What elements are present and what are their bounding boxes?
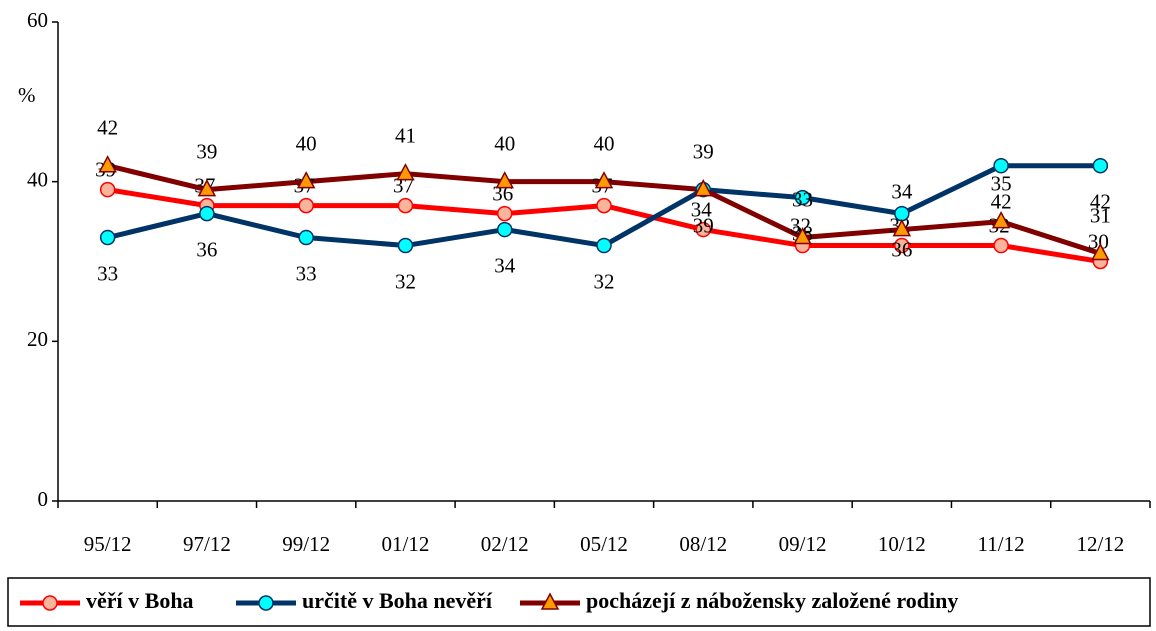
data-label: 36 bbox=[891, 237, 912, 261]
data-label: 33 bbox=[97, 261, 118, 285]
marker bbox=[296, 171, 316, 189]
data-label: 42 bbox=[1090, 190, 1111, 214]
marker bbox=[894, 237, 910, 254]
marker bbox=[258, 595, 274, 611]
x-tick-label: 99/12 bbox=[282, 532, 330, 556]
marker bbox=[1091, 242, 1110, 261]
x-tick-label: 02/12 bbox=[481, 532, 529, 556]
legend-label: věří v Boha bbox=[86, 588, 194, 613]
marker bbox=[298, 229, 314, 246]
legend-label: pocházejí z nábožensky založené rodiny bbox=[586, 588, 958, 613]
marker bbox=[540, 592, 560, 610]
x-tick-label: 08/12 bbox=[679, 532, 727, 556]
marker bbox=[197, 179, 217, 197]
marker bbox=[993, 237, 1009, 254]
data-label: 34 bbox=[891, 179, 913, 203]
marker bbox=[397, 237, 414, 254]
marker bbox=[695, 221, 712, 238]
marker bbox=[596, 197, 612, 214]
x-tick-label: 05/12 bbox=[580, 532, 628, 556]
data-label: 32 bbox=[790, 213, 811, 237]
marker bbox=[199, 205, 215, 222]
marker bbox=[99, 229, 116, 246]
data-label: 32 bbox=[594, 269, 615, 293]
marker bbox=[298, 197, 314, 214]
marker bbox=[596, 237, 612, 254]
data-label: 30 bbox=[1088, 229, 1109, 253]
y-tick-label: 60 bbox=[27, 8, 48, 32]
data-label: 34 bbox=[691, 197, 713, 221]
data-label: 39 bbox=[693, 139, 714, 163]
data-label: 33 bbox=[792, 187, 813, 211]
marker bbox=[793, 226, 812, 245]
data-label: 39 bbox=[693, 213, 714, 237]
marker bbox=[496, 205, 513, 222]
marker bbox=[993, 157, 1009, 174]
x-tick-label: 12/12 bbox=[1076, 532, 1124, 556]
data-label: 35 bbox=[991, 171, 1012, 195]
data-label: 36 bbox=[196, 237, 217, 261]
marker bbox=[396, 163, 415, 181]
data-label: 32 bbox=[395, 269, 416, 293]
x-tick-label: 95/12 bbox=[84, 532, 132, 556]
data-label: 40 bbox=[594, 131, 615, 155]
x-tick-label: 11/12 bbox=[978, 532, 1025, 556]
marker bbox=[98, 155, 117, 173]
marker bbox=[991, 210, 1011, 229]
marker bbox=[495, 171, 514, 189]
legend-label: určitě v Boha nevěří bbox=[302, 588, 493, 613]
data-label: 40 bbox=[494, 131, 515, 155]
marker bbox=[894, 205, 910, 222]
marker bbox=[794, 189, 811, 206]
data-label: 39 bbox=[196, 139, 217, 163]
legend bbox=[7, 577, 1151, 627]
marker bbox=[42, 595, 58, 611]
y-axis-label: % bbox=[18, 83, 36, 107]
data-label: 34 bbox=[494, 253, 516, 277]
data-label: 40 bbox=[296, 131, 317, 155]
marker bbox=[496, 221, 513, 238]
marker bbox=[594, 171, 614, 189]
marker bbox=[892, 218, 912, 237]
data-label: 41 bbox=[395, 123, 416, 147]
x-tick-label: 01/12 bbox=[382, 532, 430, 556]
x-tick-label: 09/12 bbox=[779, 532, 827, 556]
marker bbox=[99, 181, 116, 198]
data-label: 42 bbox=[991, 190, 1012, 214]
marker bbox=[397, 197, 414, 214]
marker bbox=[1092, 157, 1109, 174]
data-label: 31 bbox=[1090, 203, 1111, 227]
y-tick-label: 0 bbox=[38, 487, 49, 511]
y-tick-label: 20 bbox=[27, 327, 48, 351]
x-tick-label: 97/12 bbox=[183, 532, 231, 556]
data-label: 42 bbox=[97, 116, 118, 140]
x-tick-label: 10/12 bbox=[878, 532, 926, 556]
y-tick-label: 40 bbox=[27, 167, 48, 191]
data-label: 33 bbox=[296, 261, 317, 285]
marker bbox=[694, 179, 713, 197]
